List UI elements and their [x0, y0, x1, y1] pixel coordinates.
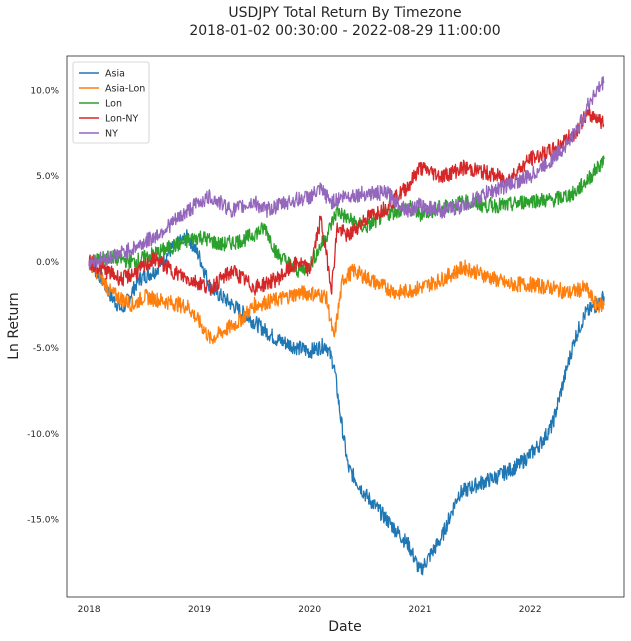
y-tick-label: 0.0% — [36, 258, 59, 268]
x-tick-label: 2018 — [78, 605, 101, 615]
legend-label-lon-ny: Lon-NY — [105, 114, 138, 125]
y-tick-label: -5.0% — [33, 344, 60, 354]
y-tick-label: -15.0% — [27, 516, 59, 526]
y-axis-label: Ln Return — [6, 292, 22, 360]
x-tick-label: 2022 — [519, 605, 542, 615]
legend: Asia Asia-Lon Lon Lon-NY NY — [72, 61, 150, 144]
legend-box — [72, 61, 150, 144]
legend-label-asia-lon: Asia-Lon — [105, 84, 145, 95]
chart-subtitle: 2018-01-02 00:30:00 - 2022-08-29 11:00:0… — [189, 23, 501, 39]
y-tick-label: 10.0% — [30, 86, 59, 96]
x-tick-label: 2020 — [298, 605, 321, 615]
plot-area — [66, 55, 625, 598]
y-tick-label: 5.0% — [36, 172, 59, 182]
y-tick-label: -10.0% — [27, 430, 59, 440]
x-tick-label: 2021 — [409, 605, 432, 615]
tick-layer: 2018 2019 2020 2021 2022 10.0% 5.0% 0.0% -5.0% -1… — [27, 86, 541, 615]
legend-label-asia: Asia — [105, 69, 125, 80]
x-axis-label: Date — [328, 619, 361, 635]
chart-title: USDJPY Total Return By Timezone — [228, 5, 462, 21]
chart-title-block: USDJPY Total Return By Timezone 2018-01-… — [0, 4, 631, 40]
series-line-asia-lon — [88, 257, 605, 345]
series-line-lon-ny — [88, 107, 605, 296]
series-line-ny — [88, 75, 605, 271]
series-layer — [88, 75, 605, 576]
legend-label-ny: NY — [105, 129, 118, 140]
series-line-lon — [88, 155, 605, 278]
x-tick-label: 2019 — [188, 605, 211, 615]
legend-label-lon: Lon — [105, 99, 122, 110]
